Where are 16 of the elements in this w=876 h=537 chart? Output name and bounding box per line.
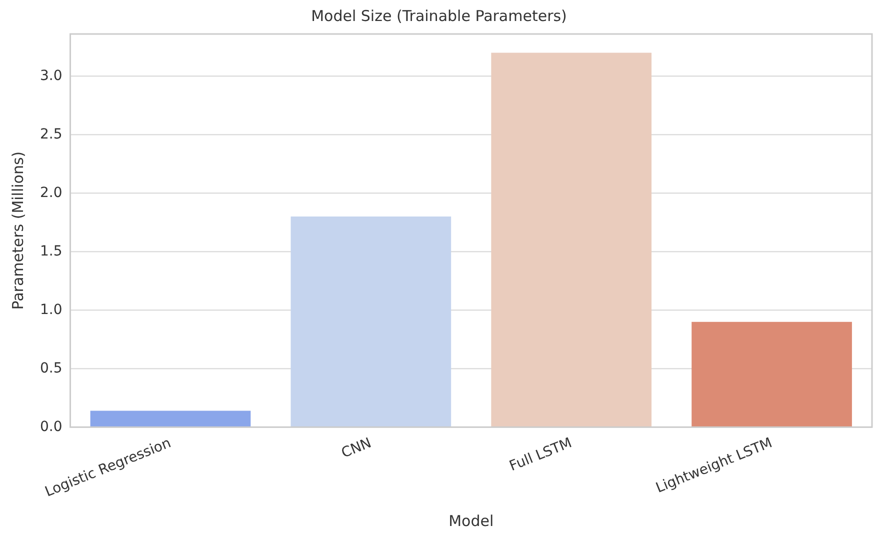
y-axis-title: Parameters (Millions) xyxy=(8,151,27,310)
bar xyxy=(692,322,852,427)
y-tick-label: 1.0 xyxy=(40,302,62,318)
bar xyxy=(290,216,452,427)
y-tick-label: 3.0 xyxy=(40,68,62,84)
x-tick-label: Full LSTM xyxy=(507,435,574,475)
x-tick-label: CNN xyxy=(339,435,374,462)
x-axis-title: Model xyxy=(448,512,494,530)
y-tick-label: 2.5 xyxy=(40,126,62,142)
chart-title: Model Size (Trainable Parameters) xyxy=(311,6,567,25)
bar xyxy=(90,410,251,427)
y-tick-label: 0.5 xyxy=(40,360,62,376)
bar xyxy=(491,52,652,427)
y-tick-label: 0.0 xyxy=(40,418,62,435)
y-tick-label: 2.0 xyxy=(40,184,62,201)
y-tick-label: 1.5 xyxy=(40,243,62,260)
